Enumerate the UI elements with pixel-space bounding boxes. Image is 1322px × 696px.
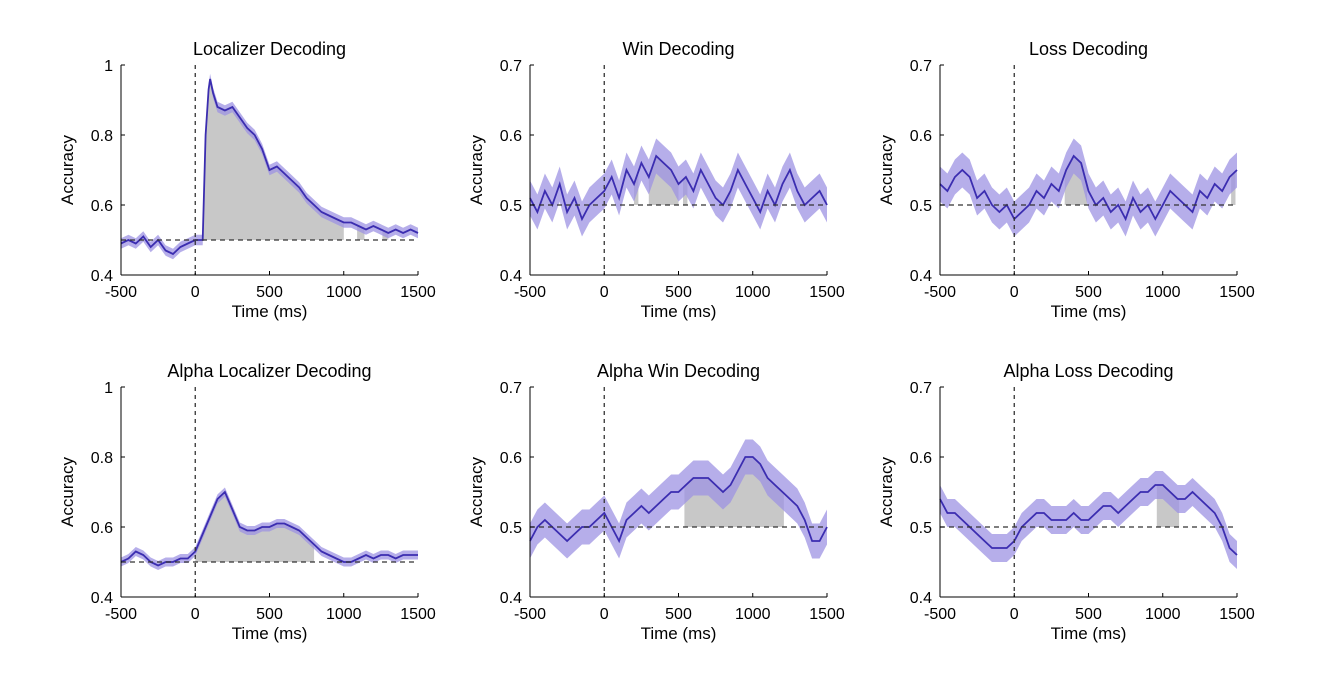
series-line <box>529 154 828 222</box>
y-tick-label: 0.5 <box>910 198 932 215</box>
chart-title: Loss Decoding <box>1029 39 1148 59</box>
x-tick-label: -500 <box>924 284 956 301</box>
chart-title: Alpha Localizer Decoding <box>167 361 371 381</box>
x-axis-label: Time (ms) <box>1051 624 1127 643</box>
x-tick-label: 0 <box>1010 606 1019 623</box>
y-tick-label: 0.4 <box>910 590 932 607</box>
x-axis-label: Time (ms) <box>232 302 308 321</box>
x-tick-label: 0 <box>600 606 609 623</box>
chart-title: Win Decoding <box>622 39 734 59</box>
chart-panel-2: -500 0 500 1000 1500 0.4 0.5 0.6 0.7 Win Decoding… <box>467 39 845 321</box>
chart-title: Localizer Decoding <box>193 39 346 59</box>
series-line <box>939 484 1238 556</box>
error-band <box>530 439 827 559</box>
y-axis-label: Accuracy <box>58 457 77 527</box>
chart-panel-4: -500 0 500 1000 1500 0.4 0.6 0.8 1 Alpha Localize… <box>58 361 436 643</box>
x-tick-label: 1000 <box>326 606 362 623</box>
chart-panel-1: -500 0 500 1000 1500 0.4 0.6 0.8 1 Localizer Deco… <box>58 39 436 321</box>
y-tick-label: 1 <box>104 380 113 397</box>
error-band <box>530 138 827 237</box>
y-tick-label: 0.4 <box>500 268 522 285</box>
x-tick-label: -500 <box>514 606 546 623</box>
x-tick-label: 500 <box>665 284 692 301</box>
x-axis-label: Time (ms) <box>641 302 717 321</box>
x-tick-label: 1000 <box>735 606 771 623</box>
y-tick-label: 0.6 <box>500 450 522 467</box>
y-tick-label: 0.7 <box>500 58 522 75</box>
x-tick-label: 1500 <box>400 284 436 301</box>
x-axis-label: Time (ms) <box>641 624 717 643</box>
x-tick-label: 0 <box>191 606 200 623</box>
y-tick-label: 0.7 <box>500 380 522 397</box>
chart-title: Alpha Loss Decoding <box>1003 361 1173 381</box>
y-tick-label: 0.7 <box>910 58 932 75</box>
y-tick-label: 0.7 <box>910 380 932 397</box>
y-tick-label: 0.4 <box>91 268 113 285</box>
x-tick-label: 500 <box>1075 284 1102 301</box>
chart-panel-6: -500 0 500 1000 1500 0.4 0.5 0.6 0.7 Alpha Loss D… <box>877 361 1255 643</box>
y-tick-label: 0.4 <box>910 268 932 285</box>
x-axis-label: Time (ms) <box>232 624 308 643</box>
x-axis-label: Time (ms) <box>1051 302 1127 321</box>
y-tick-label: 0.4 <box>500 590 522 607</box>
x-tick-label: 1500 <box>1219 284 1255 301</box>
y-tick-label: 0.4 <box>91 590 113 607</box>
series-line <box>120 78 419 256</box>
x-tick-label: 1500 <box>809 284 845 301</box>
x-tick-label: -500 <box>105 606 137 623</box>
y-tick-label: 0.5 <box>500 198 522 215</box>
y-tick-label: 0.5 <box>910 520 932 537</box>
series-line <box>529 456 828 544</box>
x-tick-label: -500 <box>514 284 546 301</box>
x-tick-label: 0 <box>1010 284 1019 301</box>
x-tick-label: 0 <box>191 284 200 301</box>
y-tick-label: 0.8 <box>91 450 113 467</box>
chart-title: Alpha Win Decoding <box>597 361 760 381</box>
chart-panel-3: -500 0 500 1000 1500 0.4 0.5 0.6 0.7 Loss Decodin… <box>877 39 1255 321</box>
y-tick-label: 0.8 <box>91 128 113 145</box>
y-tick-label: 0.6 <box>910 450 932 467</box>
y-axis-label: Accuracy <box>467 135 486 205</box>
x-tick-label: 500 <box>665 606 692 623</box>
x-tick-label: 1500 <box>809 606 845 623</box>
series-line <box>939 154 1238 222</box>
y-axis-label: Accuracy <box>877 135 896 205</box>
x-tick-label: 1000 <box>1145 606 1181 623</box>
y-axis-label: Accuracy <box>877 457 896 527</box>
x-tick-label: 1000 <box>326 284 362 301</box>
y-tick-label: 0.6 <box>500 128 522 145</box>
x-tick-label: 500 <box>1075 606 1102 623</box>
significant-window-1 <box>195 492 315 562</box>
error-band <box>121 73 418 260</box>
x-tick-label: 1500 <box>400 606 436 623</box>
x-tick-label: 0 <box>600 284 609 301</box>
y-tick-label: 0.6 <box>91 520 113 537</box>
y-tick-label: 0.6 <box>910 128 932 145</box>
x-tick-label: -500 <box>105 284 137 301</box>
y-tick-label: 1 <box>104 58 113 75</box>
y-axis-label: Accuracy <box>58 135 77 205</box>
y-tick-label: 0.5 <box>500 520 522 537</box>
y-tick-label: 0.6 <box>91 198 113 215</box>
y-axis-label: Accuracy <box>467 457 486 527</box>
x-tick-label: 500 <box>256 606 283 623</box>
chart-panel-5: -500 0 500 1000 1500 0.4 0.5 0.6 0.7 Alpha Win De… <box>467 361 845 643</box>
x-tick-label: 500 <box>256 284 283 301</box>
x-tick-label: 1000 <box>735 284 771 301</box>
x-tick-label: 1000 <box>1145 284 1181 301</box>
x-tick-label: 1500 <box>1219 606 1255 623</box>
x-tick-label: -500 <box>924 606 956 623</box>
